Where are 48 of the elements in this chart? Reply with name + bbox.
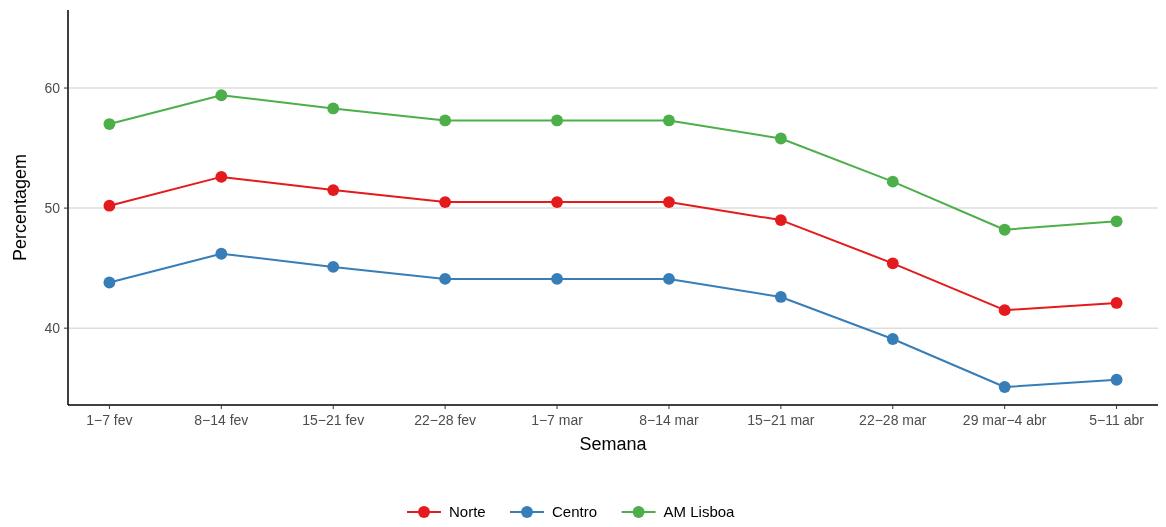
x-tick-label: 22−28 fev <box>414 412 477 428</box>
x-tick-label: 5−11 abr <box>1089 412 1145 428</box>
point <box>327 184 340 196</box>
x-axis-title: Semana <box>579 434 648 454</box>
point <box>774 214 787 227</box>
point <box>663 114 675 127</box>
point <box>327 102 340 115</box>
y-axis-title: Percentagem <box>10 153 30 262</box>
point <box>215 170 228 183</box>
y-tick-label: 60 <box>44 79 61 96</box>
point <box>886 257 899 270</box>
point <box>551 273 563 285</box>
x-tick-label: 29 mar−4 abr <box>962 412 1047 428</box>
x-tick-label: 1−7 mar <box>531 412 584 428</box>
point <box>998 381 1011 393</box>
point <box>103 118 116 130</box>
x-tick-label: 15−21 fev <box>302 412 365 428</box>
x-tick-label: 22−28 mar <box>859 412 927 428</box>
x-tick-label: 15−21 mar <box>747 412 815 428</box>
legend-label: Centro <box>552 503 598 521</box>
point <box>551 196 563 208</box>
point <box>998 304 1011 317</box>
point <box>774 291 787 303</box>
point <box>998 223 1011 236</box>
point <box>886 333 899 345</box>
point <box>1110 373 1123 386</box>
point <box>663 196 675 208</box>
x-tick-label: 8−14 mar <box>639 412 700 428</box>
point <box>439 114 452 127</box>
y-tick-label: 50 <box>44 200 61 216</box>
legend-label: Norte <box>449 503 486 521</box>
y-tick-label: 40 <box>44 320 61 337</box>
point <box>103 276 116 289</box>
point <box>1110 297 1123 309</box>
point <box>886 175 899 188</box>
point <box>215 247 228 260</box>
point <box>327 261 340 273</box>
point <box>1110 215 1123 228</box>
x-tick-label: 1−7 fev <box>86 412 133 428</box>
point <box>439 196 452 208</box>
x-tick-label: 8−14 fev <box>194 412 249 428</box>
point <box>103 199 116 212</box>
point <box>215 89 228 102</box>
point <box>663 273 675 285</box>
point <box>439 273 452 285</box>
point <box>551 114 563 127</box>
legend-label: AM Lisboa <box>663 503 736 521</box>
point <box>774 132 787 145</box>
